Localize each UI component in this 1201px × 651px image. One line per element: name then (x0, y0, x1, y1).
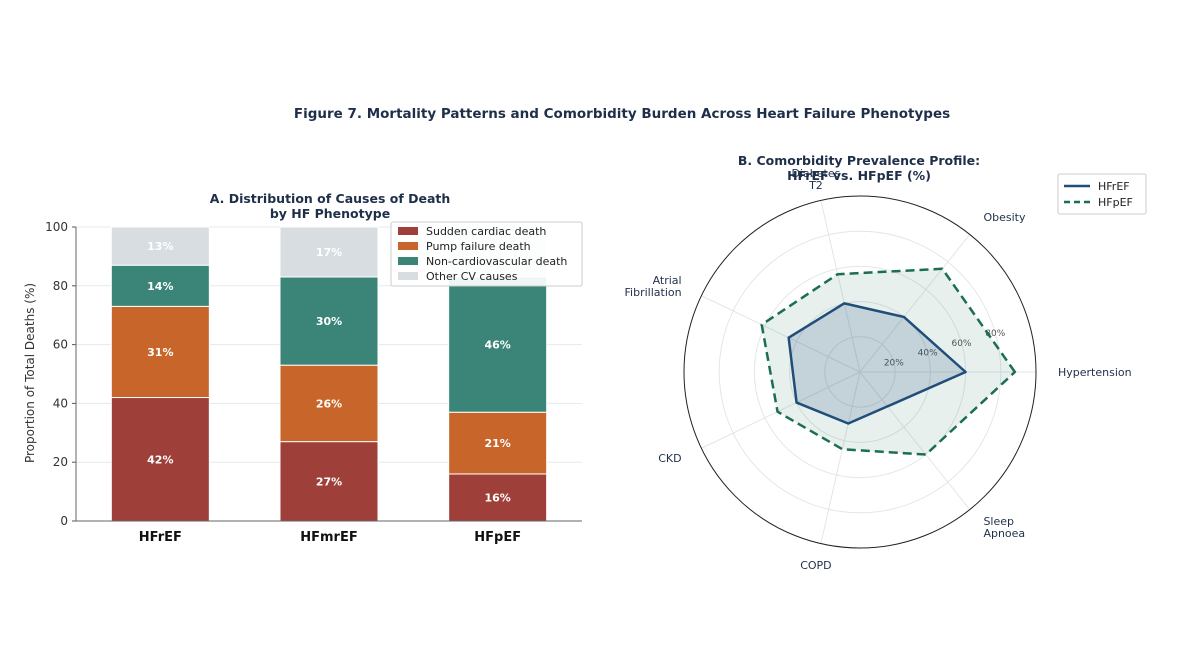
panel-b-axis-labels: Hypertension Obesity Diabetes T2 Atrial Fibri… (625, 167, 1132, 572)
panel-a-y-tick-label: 20 (53, 455, 68, 469)
panel-a-title-line-1: A. Distribution of Causes of Death (210, 191, 451, 206)
radar-axis-label-obesity: Obesity (983, 211, 1026, 224)
legend-label-pump-failure-death: Pump failure death (426, 240, 531, 253)
panel-a-y-tick-label: 80 (53, 279, 68, 293)
bar-label-hfref-pump-failure-death: 31% (147, 346, 173, 359)
radar-tick-label: 20% (884, 358, 904, 368)
bar-label-hfref-sudden-cardiac-death: 42% (147, 453, 173, 466)
bar-hfmref-non-cardiovascular-death (279, 276, 379, 366)
bar-label-hfmref-sudden-cardiac-death: 27% (316, 475, 342, 488)
panel-a-title-line-2: by HF Phenotype (270, 206, 390, 221)
bar-hfref-other-cv-causes (110, 226, 210, 266)
bar-hfref-pump-failure-death (110, 305, 210, 399)
panel-b-title-line-1: B. Comorbidity Prevalence Profile: (738, 153, 980, 168)
panel-a-y-tick-label: 0 (60, 514, 68, 528)
bar-label-hfref-other-cv-causes: 13% (147, 240, 173, 253)
radar-axis-label-ckd: CKD (658, 452, 681, 465)
radar-tick-label: 60% (951, 339, 971, 349)
radar-spoke (859, 371, 971, 510)
panel-a-legend: Sudden cardiac death Pump failure death No… (390, 221, 583, 287)
radar-series-hfref (787, 302, 967, 425)
bar-hfpef-non-cardiovascular-death (448, 276, 548, 413)
radar-axis-label-copd: COPD (800, 559, 831, 572)
radar-axis-label-atrial-fibrillation: Atrial Fibrillation (625, 274, 682, 299)
bar-label-hfmref-non-cardiovascular-death: 30% (316, 315, 342, 328)
legend-swatch-non-cardiovascular-death (398, 257, 418, 265)
legend-label-hfref: HFrEF (1098, 180, 1130, 193)
bar-label-hfpef-non-cardiovascular-death: 46% (484, 339, 510, 352)
panel-b-grid: 20% 40% 60% 80% (683, 195, 1037, 549)
panel-b-title-line-2: HFrEF vs. HFpEF (%) (787, 168, 931, 183)
panel-b-series (760, 267, 1017, 456)
panel-b-radar-chart: B. Comorbidity Prevalence Profile: HFrEF… (625, 153, 1147, 572)
radar-tick-label: 40% (918, 349, 938, 359)
panel-a-y-axis-label: Proportion of Total Deaths (%) (23, 283, 37, 463)
bar-label-hfpef-sudden-cardiac-death: 16% (484, 491, 510, 504)
radar-tick-label: 80% (985, 329, 1005, 339)
radar-axis-label-hypertension: Hypertension (1058, 366, 1132, 379)
legend-label-hfpef: HFpEF (1098, 196, 1133, 209)
legend-swatch-other-cv-causes (398, 272, 418, 280)
bar-hfmref-sudden-cardiac-death (279, 441, 379, 522)
legend-label-sudden-cardiac-death: Sudden cardiac death (426, 225, 546, 238)
panel-a-stacked-bar-chart: A. Distribution of Causes of Death by HF… (23, 191, 583, 545)
panel-a-axes: 0 20 40 60 80 100 HFrEF HFmrEF HFpEF (45, 220, 582, 545)
bar-hfpef-pump-failure-death (448, 411, 548, 475)
radar-spoke (820, 200, 861, 373)
radar-axis-label-diabetes-t2: Diabetes T2 (792, 167, 841, 192)
panel-a-legend-box (390, 221, 583, 287)
x-category-hfref: HFrEF (139, 530, 182, 545)
panel-a-y-tick-label: 100 (45, 220, 68, 234)
legend-label-non-cardiovascular-death: Non-cardiovascular death (426, 255, 567, 268)
bar-hfpef-sudden-cardiac-death (448, 473, 548, 522)
x-category-hfpef: HFpEF (474, 530, 521, 545)
bar-label-hfpef-pump-failure-death: 21% (484, 437, 510, 450)
radar-spoke (820, 371, 861, 544)
bar-hfmref-other-cv-causes (279, 226, 379, 278)
bar-label-hfmref-pump-failure-death: 26% (316, 397, 342, 410)
radar-outer-ring (683, 195, 1037, 549)
legend-swatch-sudden-cardiac-death (398, 227, 418, 235)
bar-label-hfref-non-cardiovascular-death: 14% (147, 280, 173, 293)
legend-label-other-cv-causes: Other CV causes (426, 270, 518, 283)
panel-a-y-tick-label: 40 (53, 396, 68, 410)
panel-b-legend: HFrEF HFpEF (1057, 173, 1147, 215)
bar-hfmref-pump-failure-death (279, 364, 379, 443)
panel-b-legend-box (1057, 173, 1147, 215)
bar-label-hfmref-other-cv-causes: 17% (316, 246, 342, 259)
figure-title: Figure 7. Mortality Patterns and Comorbi… (294, 106, 950, 122)
radar-axis-label-sleep-apnoea: Sleep Apnoea (983, 515, 1025, 540)
radar-spoke (859, 234, 971, 373)
radar-spoke (701, 371, 861, 449)
legend-swatch-pump-failure-death (398, 242, 418, 250)
x-category-hfmref: HFmrEF (300, 530, 357, 545)
panel-a-y-tick-label: 60 (53, 338, 68, 352)
radar-spoke (701, 295, 861, 373)
